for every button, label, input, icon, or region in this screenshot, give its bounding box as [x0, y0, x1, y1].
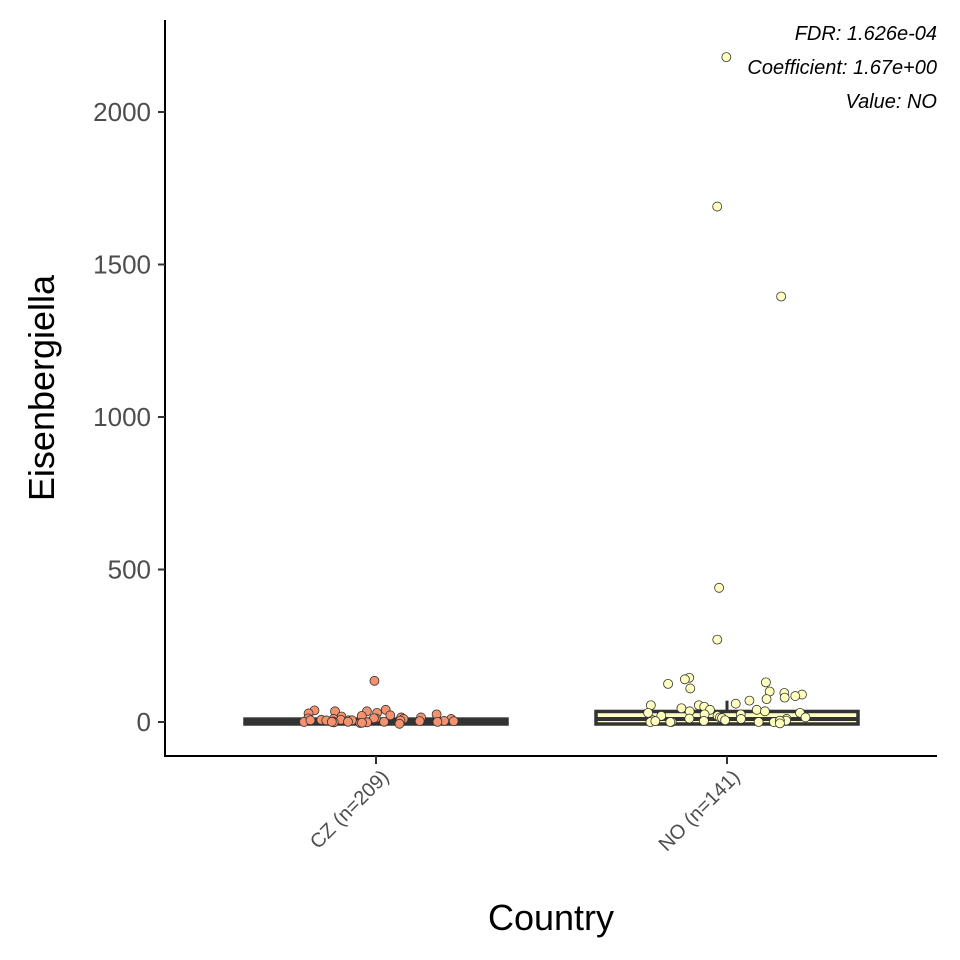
- points-0: [299, 675, 459, 729]
- data-point: [676, 703, 687, 714]
- data-point: [432, 716, 443, 727]
- data-point: [369, 675, 380, 686]
- data-point: [744, 695, 755, 706]
- data-point: [650, 716, 661, 727]
- y-tick-label: 500: [108, 555, 151, 585]
- y-tick-label: 1000: [93, 402, 151, 432]
- data-point: [761, 694, 772, 705]
- data-point: [721, 52, 732, 62]
- x-axis-title: Country: [488, 897, 614, 938]
- data-point: [685, 683, 696, 694]
- data-point: [776, 291, 787, 302]
- data-point: [712, 201, 723, 212]
- data-point: [779, 692, 790, 703]
- annotation-fdr: FDR: 1.626e-04: [795, 23, 937, 45]
- x-tick-label: CZ (n=209): [306, 766, 393, 853]
- y-axis-title: Eisenbergiella: [21, 274, 62, 501]
- y-tick-label: 0: [137, 707, 151, 737]
- data-point: [385, 710, 396, 721]
- data-point: [699, 716, 709, 726]
- data-point: [357, 717, 367, 728]
- data-point: [343, 716, 353, 727]
- data-point: [326, 716, 337, 727]
- annotation-value: Value: NO: [845, 91, 937, 113]
- data-point: [790, 691, 801, 701]
- data-point: [379, 716, 389, 727]
- data-point: [714, 582, 725, 593]
- data-point: [394, 718, 405, 729]
- y-tick-label: 2000: [93, 97, 151, 127]
- data-point: [679, 674, 690, 685]
- data-point: [305, 715, 316, 726]
- data-point: [760, 706, 770, 717]
- data-point: [712, 634, 723, 645]
- data-point: [684, 713, 695, 724]
- x-tick-label: NO (n=141): [655, 766, 745, 856]
- data-point: [720, 715, 731, 726]
- data-point: [736, 714, 746, 724]
- data-point: [665, 717, 676, 727]
- data-point: [751, 704, 762, 715]
- x-ticks: CZ (n=209) NO (n=141): [306, 756, 745, 856]
- points-1: [643, 52, 811, 729]
- data-point: [448, 716, 459, 727]
- y-tick-label: 1500: [93, 250, 151, 280]
- axes: [164, 20, 937, 757]
- y-ticks: 0 500 1000 1500 2000: [93, 97, 165, 737]
- data-point: [800, 712, 811, 723]
- data-point: [643, 707, 654, 718]
- data-point: [760, 677, 771, 688]
- data-point: [753, 717, 764, 727]
- data-point: [663, 678, 673, 689]
- plot-area: [243, 52, 860, 729]
- annotation-coefficient: Coefficient: 1.67e+00: [747, 57, 937, 79]
- data-point: [775, 718, 785, 729]
- data-point: [414, 716, 425, 727]
- data-point: [730, 698, 741, 709]
